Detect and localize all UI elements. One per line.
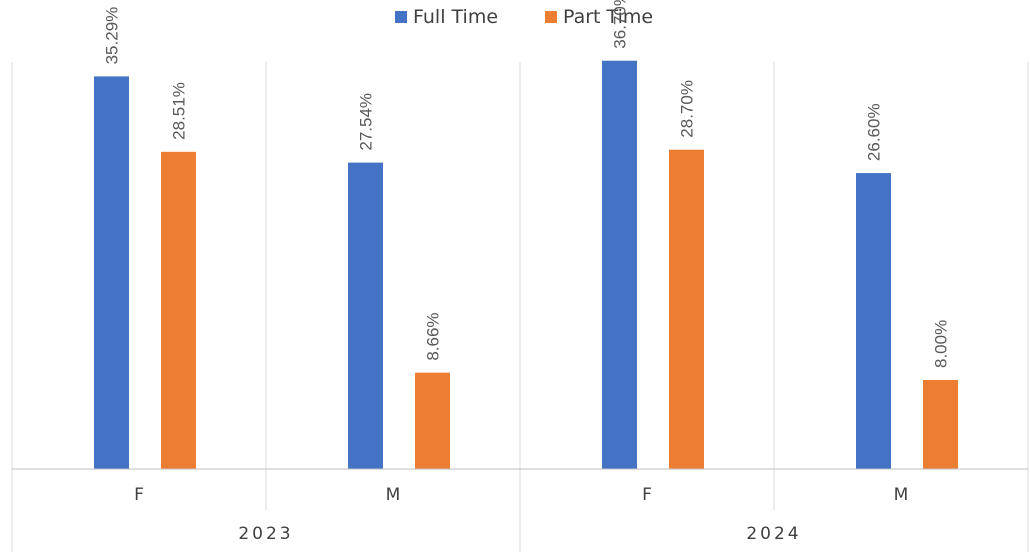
category-label: F	[642, 485, 652, 505]
bar-full-time	[94, 76, 129, 470]
category-label: M	[894, 485, 909, 505]
x-axis: F M F M 2023 2024	[12, 468, 1028, 544]
data-label: 28.51%	[170, 82, 189, 140]
bar-part-time	[669, 149, 704, 469]
bar-part-time	[415, 372, 450, 469]
category-label: F	[134, 485, 144, 505]
bars	[94, 60, 958, 470]
data-label: 35.29%	[103, 7, 122, 65]
grid-lines	[11, 62, 1029, 552]
legend-label: Part Time	[563, 6, 653, 28]
legend-swatch	[395, 11, 407, 23]
bar-full-time	[856, 173, 891, 469]
data-label: 28.70%	[678, 80, 697, 138]
data-label: 36.70%	[611, 0, 630, 49]
data-label: 8.00%	[932, 320, 951, 368]
data-label: 26.60%	[865, 103, 884, 161]
legend: Full Time Part Time	[395, 6, 653, 28]
legend-swatch	[545, 11, 557, 23]
data-labels: 35.29% 27.54% 36.70% 26.60% 28.51% 8.66% 28.70…	[103, 0, 951, 368]
group-label: 2024	[746, 524, 801, 544]
data-label: 27.54%	[357, 93, 376, 151]
bar-part-time	[923, 380, 958, 469]
legend-label: Full Time	[413, 6, 498, 28]
bar-part-time	[161, 151, 196, 470]
bar-full-time	[602, 60, 637, 470]
category-label: M	[386, 485, 401, 505]
bar-full-time	[348, 162, 383, 469]
data-label: 8.66%	[424, 312, 443, 360]
group-label: 2023	[238, 524, 293, 544]
